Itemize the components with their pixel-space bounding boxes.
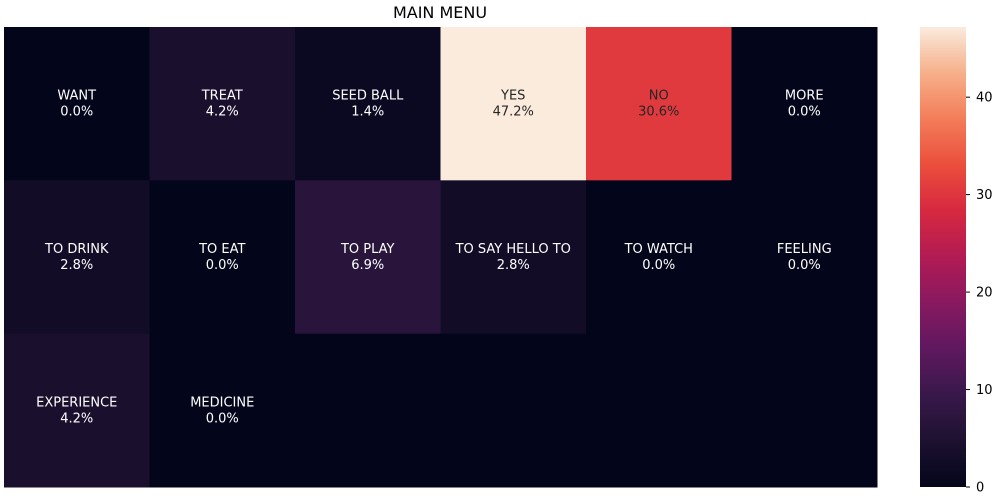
cell-category-label: TO SAY HELLO TO	[455, 242, 571, 257]
heatmap-cell	[4, 333, 150, 488]
heatmap-cell	[440, 180, 587, 335]
cell-percent-label: 4.2%	[206, 105, 239, 120]
cell-category-label: YES	[500, 89, 525, 104]
cell-category-label: TO EAT	[198, 242, 245, 257]
cell-percent-label: 0.0%	[206, 411, 239, 426]
cell-percent-label: 2.8%	[497, 258, 530, 273]
cell-percent-label: 0.0%	[788, 258, 821, 273]
heatmap-cell	[586, 27, 732, 181]
heatmap-cell	[149, 27, 296, 181]
heatmap-cell	[4, 27, 150, 181]
colorbar-tick-label: 30	[976, 188, 993, 203]
cell-category-label: MEDICINE	[190, 395, 254, 410]
cell-category-label: WANT	[57, 89, 96, 104]
cell-category-label: NO	[649, 89, 669, 104]
heatmap-cell	[149, 180, 296, 335]
chart-title: MAIN MENU	[393, 3, 487, 22]
cell-percent-label: 30.6%	[638, 105, 679, 120]
cell-percent-label: 0.0%	[642, 258, 675, 273]
heatmap-cell	[586, 333, 732, 488]
heatmap-cell	[586, 180, 732, 335]
heatmap-cell	[440, 333, 587, 488]
cell-category-label: TREAT	[201, 89, 243, 104]
heatmap-cell	[731, 180, 878, 335]
cell-category-label: EXPERIENCE	[36, 395, 117, 410]
cell-percent-label: 0.0%	[788, 105, 821, 120]
heatmap-cell	[4, 180, 150, 335]
heatmap-cell	[440, 27, 587, 181]
cell-category-label: TO DRINK	[44, 242, 109, 257]
colorbar-tick-label: 40	[976, 91, 993, 106]
colorbar-tick-label: 20	[976, 286, 993, 301]
cell-category-label: TO WATCH	[624, 242, 693, 257]
cell-percent-label: 1.4%	[351, 105, 384, 120]
cell-percent-label: 47.2%	[493, 105, 534, 120]
colorbar-tick-label: 0	[976, 481, 984, 496]
heatmap-cell	[731, 333, 878, 488]
cell-category-label: SEED BALL	[332, 89, 404, 104]
colorbar-tick-label: 10	[976, 383, 993, 398]
cell-percent-label: 6.9%	[351, 258, 384, 273]
cell-percent-label: 0.0%	[206, 258, 239, 273]
colorbar: 0 10 20 30 40	[920, 27, 993, 496]
cell-category-label: MORE	[785, 89, 824, 104]
heatmap-cell	[149, 333, 296, 488]
cell-percent-label: 0.0%	[60, 105, 93, 120]
cell-percent-label: 4.2%	[60, 411, 93, 426]
cell-percent-label: 2.8%	[60, 258, 93, 273]
cell-category-label: FEELING	[777, 242, 832, 257]
heatmap-cell	[295, 333, 441, 488]
cell-category-label: TO PLAY	[340, 242, 395, 257]
heatmap-cell	[295, 27, 441, 181]
colorbar-gradient	[920, 27, 966, 487]
heatmap-cell	[295, 180, 441, 335]
heatmap-cell	[731, 27, 878, 181]
